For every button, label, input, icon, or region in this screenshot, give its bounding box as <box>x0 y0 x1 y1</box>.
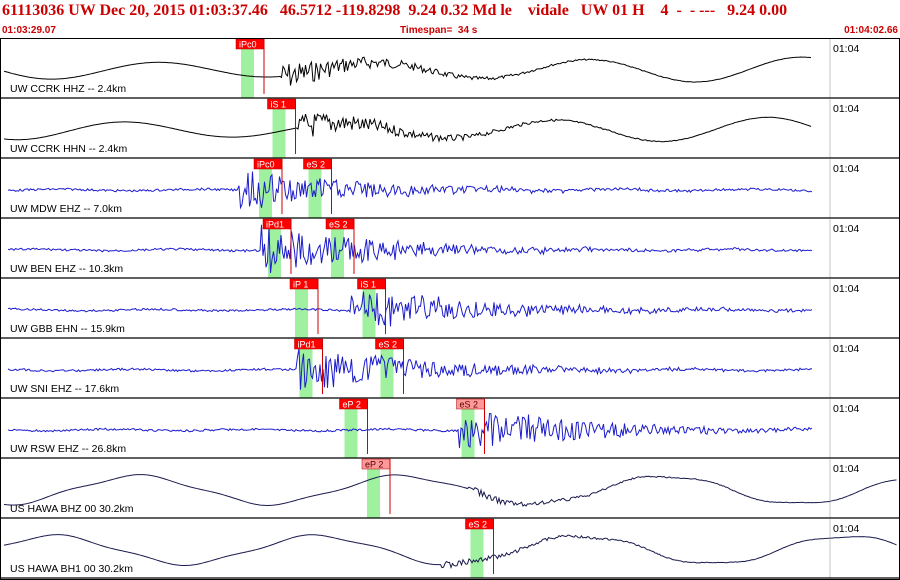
pick-label: iS 1 <box>271 100 287 110</box>
panel-time-label: 01:04 <box>833 343 859 355</box>
panel-time-label: 01:04 <box>833 223 859 235</box>
phase-pick: eS 2 <box>325 218 355 274</box>
trace-panel: iPd1 eS 2 01:04 UW BEN EHZ -- 10.3km <box>0 218 900 279</box>
station-label: UW MDW EHZ -- 7.0km <box>10 203 122 215</box>
pick-window <box>331 226 344 278</box>
trace-panel: eP 2 eS 2 01:04 UW RSW EHZ -- 26.8km <box>0 398 900 459</box>
station-label: US HAWA BHZ 00 30.2km <box>10 503 134 515</box>
phase-pick: eS 2 <box>465 518 494 574</box>
phase-pick: iPd1 <box>262 218 292 274</box>
pick-label: eS 2 <box>329 220 348 230</box>
trace-panel: iS 1 01:04 UW CCRK HHN -- 2.4km <box>0 98 900 159</box>
pick-label: iPc0 <box>239 40 257 50</box>
panel-time-label: 01:04 <box>833 43 859 55</box>
waveform <box>7 171 813 210</box>
seismogram-plot[interactable]: iPc0 01:04 UW CCRK HHZ -- 2.4km iS 1 01:04 UW… <box>0 38 900 580</box>
trace-panel: iPd1 eS 2 01:04 UW SNI EHZ -- 17.6km <box>0 338 900 399</box>
pick-label: iS 1 <box>361 280 377 290</box>
phase-pick: iPd1 <box>294 338 323 394</box>
pick-label: eS 2 <box>307 160 326 170</box>
panel-time-label: 01:04 <box>833 403 859 415</box>
station-label: UW CCRK HHZ -- 2.4km <box>10 83 126 95</box>
pick-label: iPd1 <box>298 340 316 350</box>
panel-time-label: 01:04 <box>833 163 859 175</box>
pick-window <box>470 526 484 578</box>
station-label: UW BEN EHZ -- 10.3km <box>10 263 123 275</box>
event-summary: 61113036 UW Dec 20, 2015 01:03:37.46 46.… <box>2 2 788 19</box>
end-time: 01:04:02.66 <box>844 25 898 36</box>
waveform <box>7 224 813 274</box>
waveform <box>3 474 897 507</box>
pick-window <box>295 286 308 338</box>
phase-pick: eP 2 <box>339 398 368 454</box>
pick-label: eP 2 <box>365 460 383 470</box>
station-label: US HAWA BH1 00 30.2km <box>10 563 133 575</box>
pick-label: iP 1 <box>293 280 308 290</box>
pick-label: iPd1 <box>266 220 284 230</box>
pick-label: iPc0 <box>257 160 275 170</box>
pick-window <box>241 46 254 98</box>
phase-pick: eS 2 <box>456 398 485 454</box>
pick-window <box>362 286 376 338</box>
event-header: 61113036 UW Dec 20, 2015 01:03:37.46 46.… <box>0 0 900 38</box>
phase-pick: iS 1 <box>357 278 386 334</box>
timespan: Timespan= 34 s <box>400 25 478 36</box>
trace-panel: eP 2 01:04 US HAWA BHZ 00 30.2km <box>0 458 900 519</box>
pick-window <box>308 166 322 218</box>
pick-window <box>344 406 358 458</box>
pick-window <box>367 466 380 518</box>
waveform <box>7 291 813 327</box>
station-label: UW CCRK HHN -- 2.4km <box>10 143 128 155</box>
pick-window <box>461 406 475 458</box>
station-label: UW SNI EHZ -- 17.6km <box>10 383 119 395</box>
panel-time-label: 01:04 <box>833 103 859 115</box>
phase-pick: iP 1 <box>289 278 319 334</box>
phase-pick: eP 2 <box>361 458 391 514</box>
trace-panel: iPc0 eS 2 01:04 UW MDW EHZ -- 7.0km <box>0 158 900 219</box>
waveform <box>3 534 897 569</box>
waveform <box>7 412 813 449</box>
station-label: UW GBB EHN -- 15.9km <box>10 323 125 335</box>
panel-time-label: 01:04 <box>833 283 859 295</box>
phase-pick: iS 1 <box>267 98 296 154</box>
panel-time-label: 01:04 <box>833 463 859 475</box>
trace-panel: eS 2 01:04 US HAWA BH1 00 30.2km <box>0 518 900 579</box>
pick-label: eS 2 <box>379 340 398 350</box>
phase-pick: eS 2 <box>375 338 404 394</box>
start-time: 01:03:29.07 <box>2 25 56 36</box>
waveform <box>3 113 812 143</box>
pick-label: eS 2 <box>469 520 488 530</box>
trace-panel: iPc0 01:04 UW CCRK HHZ -- 2.4km <box>0 38 900 99</box>
pick-label: eS 2 <box>460 400 479 410</box>
phase-pick: eS 2 <box>303 158 332 214</box>
waveform <box>7 348 813 390</box>
station-label: UW RSW EHZ -- 26.8km <box>10 443 126 455</box>
phase-pick: iPc0 <box>253 158 283 214</box>
pick-label: eP 2 <box>343 400 361 410</box>
waveform <box>3 56 812 86</box>
panel-time-label: 01:04 <box>833 523 859 535</box>
trace-panel: iP 1 iS 1 01:04 UW GBB EHN -- 15.9km <box>0 278 900 339</box>
